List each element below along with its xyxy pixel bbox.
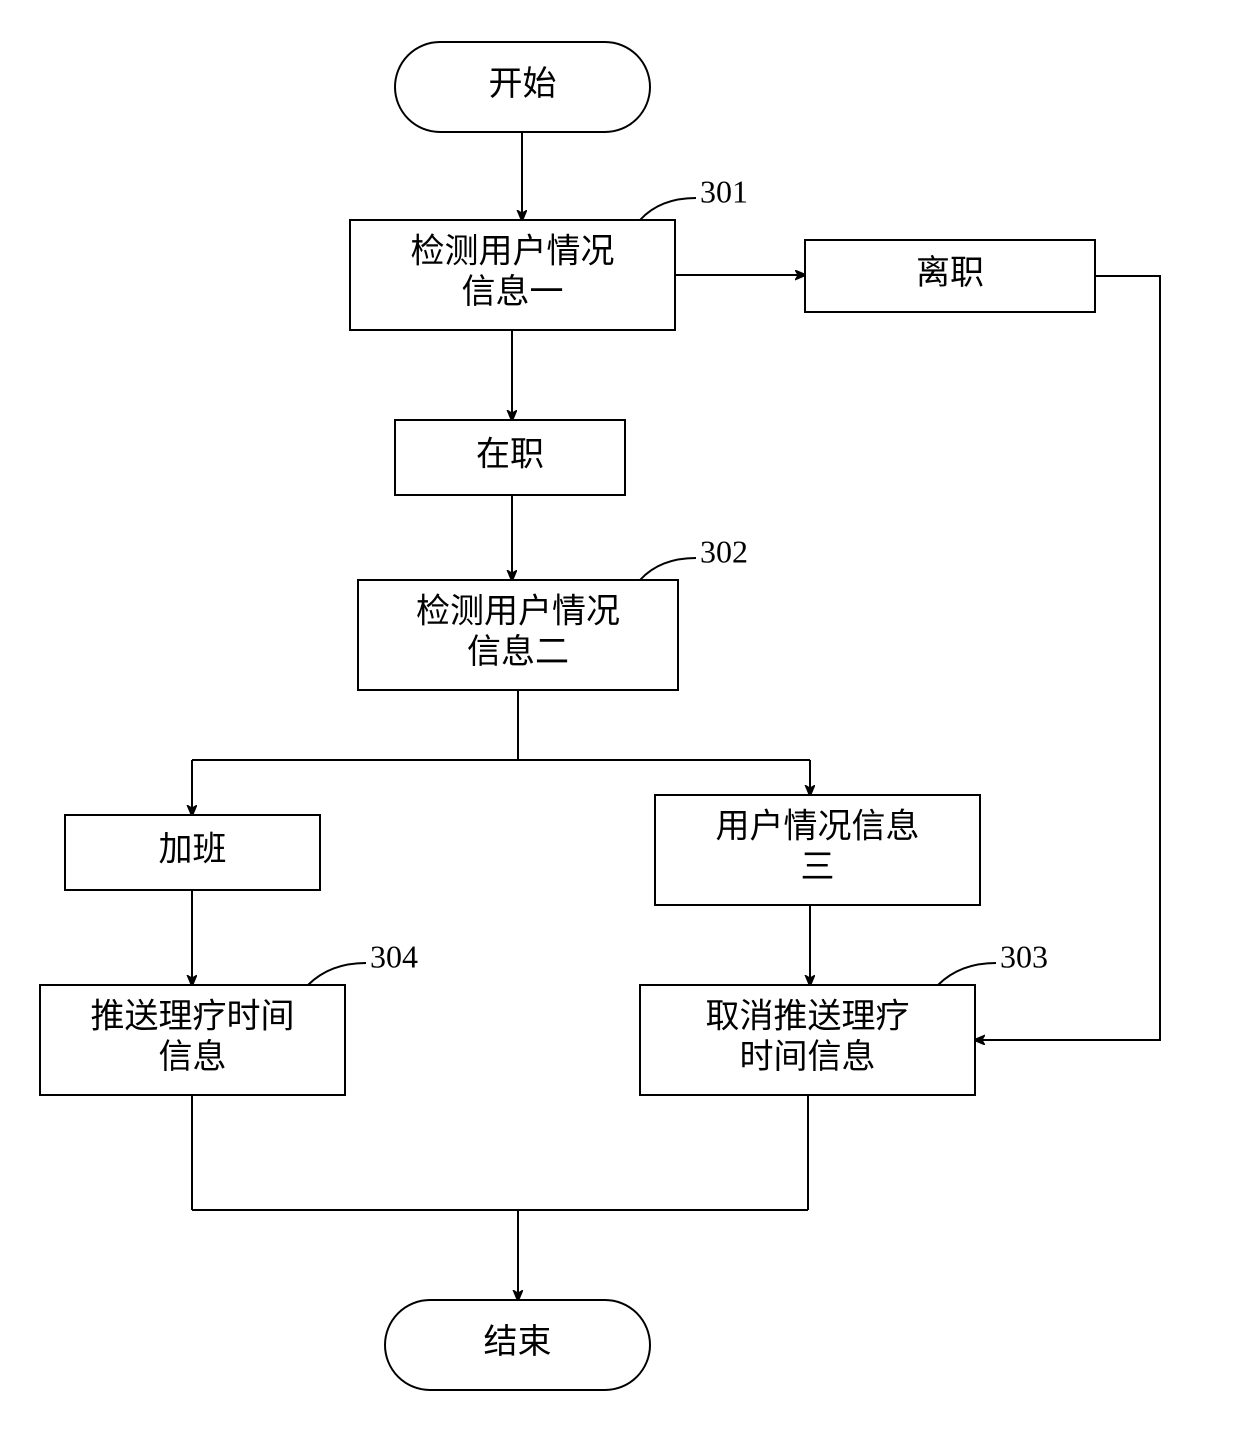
node-text-info3: 三 — [801, 849, 835, 886]
flowchart-diagram: 开始检测用户情况信息一离职在职检测用户情况信息二加班用户情况信息三推送理疗时间信… — [0, 0, 1240, 1447]
node-text-n304: 信息 — [159, 1038, 227, 1076]
node-text-n303: 时间信息 — [740, 1038, 876, 1076]
step-label-l303: 303 — [1000, 938, 1048, 974]
node-text-start: 开始 — [489, 65, 557, 103]
node-text-overtime: 加班 — [159, 831, 227, 868]
step-label-l302: 302 — [700, 533, 748, 569]
node-text-end: 结束 — [484, 1323, 552, 1361]
callout-line — [640, 198, 696, 220]
callout-line — [938, 963, 996, 985]
node-text-n302: 检测用户情况 — [416, 592, 620, 630]
node-text-n302: 信息二 — [467, 633, 569, 671]
step-label-l301: 301 — [700, 173, 748, 209]
step-label-l304: 304 — [370, 938, 418, 974]
node-text-resigned: 离职 — [916, 254, 984, 292]
node-text-n301: 信息一 — [462, 273, 564, 311]
callout-line — [308, 963, 366, 985]
node-text-onjob: 在职 — [476, 435, 544, 473]
node-text-n303: 取消推送理疗 — [706, 997, 910, 1035]
node-text-n304: 推送理疗时间 — [91, 997, 295, 1035]
edge — [975, 276, 1160, 1040]
node-text-info3: 用户情况信息 — [716, 807, 920, 845]
node-text-n301: 检测用户情况 — [411, 232, 615, 270]
callout-line — [640, 558, 696, 580]
